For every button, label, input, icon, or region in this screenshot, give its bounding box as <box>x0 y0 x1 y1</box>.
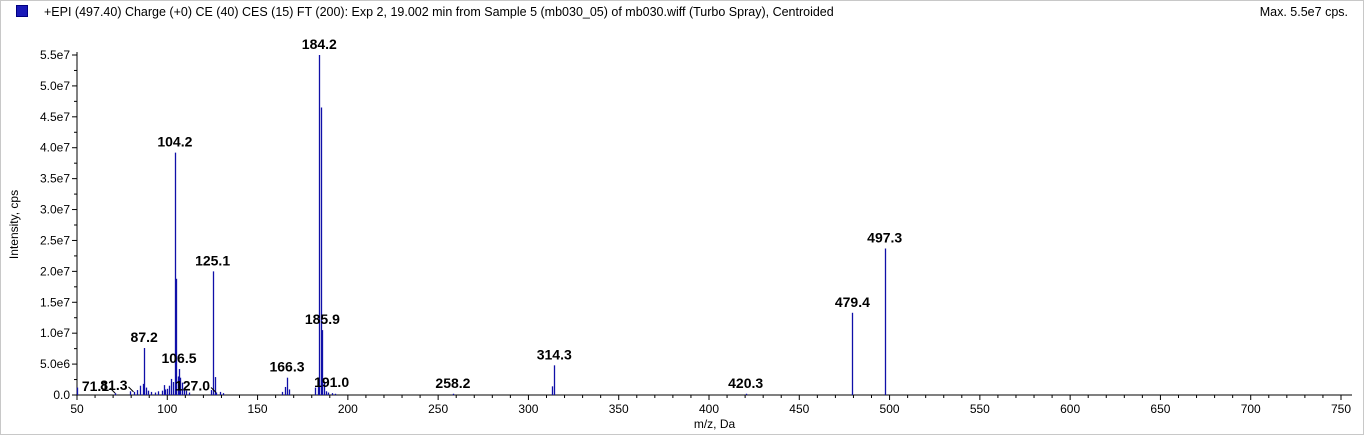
peak-label: 106.5 <box>161 350 196 366</box>
series-square-icon <box>16 5 28 17</box>
peak-label: 479.4 <box>835 294 870 310</box>
y-tick-label: 5.0e7 <box>40 79 70 93</box>
peak-label: 184.2 <box>302 36 337 52</box>
peak-label: 258.2 <box>435 375 470 391</box>
peak-label-leader <box>210 387 217 393</box>
x-tick-label: 400 <box>699 402 719 416</box>
x-tick-label: 500 <box>880 402 900 416</box>
axes <box>76 52 1352 396</box>
y-tick-label: 2.5e7 <box>40 233 70 247</box>
peak-label: 497.3 <box>867 229 902 245</box>
max-intensity-label: Max. 5.5e7 cps. <box>1259 5 1348 19</box>
y-tick-label: 1.5e7 <box>40 295 70 309</box>
y-tick-label: 4.0e7 <box>40 141 70 155</box>
peak-label: 314.3 <box>537 346 572 362</box>
chart-title: +EPI (497.40) Charge (+0) CE (40) CES (1… <box>44 5 834 19</box>
peak-label-leader <box>128 386 134 393</box>
peak-label: 191.0 <box>314 374 349 390</box>
y-tick-label: 3.5e7 <box>40 172 70 186</box>
peak-label: 127.0 <box>175 378 210 394</box>
x-tick-label: 150 <box>248 402 268 416</box>
x-tick-label: 350 <box>609 402 629 416</box>
x-axis-ticks: 50 100 150 200 250 300 350 400 450 500 550 600 650 70… <box>70 395 1351 416</box>
x-tick-label: 600 <box>1060 402 1080 416</box>
x-tick-label: 250 <box>428 402 448 416</box>
peak-label: 125.1 <box>195 252 230 268</box>
x-tick-label: 700 <box>1241 402 1261 416</box>
x-tick-label: 550 <box>970 402 990 416</box>
x-tick-label: 200 <box>338 402 358 416</box>
peak-label: 420.3 <box>728 375 763 391</box>
x-tick-label: 300 <box>518 402 538 416</box>
x-axis-title: m/z, Da <box>694 417 736 431</box>
y-tick-label: 1.0e7 <box>40 326 70 340</box>
y-tick-label: 5.0e6 <box>40 357 70 371</box>
x-tick-label: 100 <box>157 402 177 416</box>
peak-label: 87.2 <box>131 329 158 345</box>
x-tick-label: 650 <box>1150 402 1170 416</box>
x-tick-label: 750 <box>1331 402 1351 416</box>
chart-header: +EPI (497.40) Charge (+0) CE (40) CES (1… <box>0 0 1364 22</box>
peak-label: 185.9 <box>305 311 340 327</box>
peak-label: 71.1 <box>82 378 109 394</box>
y-tick-label: 5.5e7 <box>40 48 70 62</box>
peak-label: 104.2 <box>157 134 192 150</box>
x-tick-label: 50 <box>70 402 84 416</box>
y-axis-ticks: 0.0 5.0e6 1.0e7 1.5e7 2.0e7 2.5e7 3.0e7 3.5e7 4.… <box>40 48 77 402</box>
x-tick-label: 450 <box>789 402 809 416</box>
peak-labels: 71.181.3 87.2 104.2 106.5 125.1 127.0 166.3 184… <box>82 36 903 394</box>
spectrum-peaks <box>76 55 887 395</box>
y-tick-label: 4.5e7 <box>40 110 70 124</box>
peak-label: 166.3 <box>269 359 304 375</box>
y-tick-label: 3.0e7 <box>40 203 70 217</box>
peak-label: 81.3 <box>100 377 127 393</box>
y-axis-title: Intensity, cps <box>7 190 21 259</box>
y-tick-label: 2.0e7 <box>40 264 70 278</box>
peak-label-leader <box>109 387 116 394</box>
y-tick-label: 0.0 <box>53 388 70 402</box>
